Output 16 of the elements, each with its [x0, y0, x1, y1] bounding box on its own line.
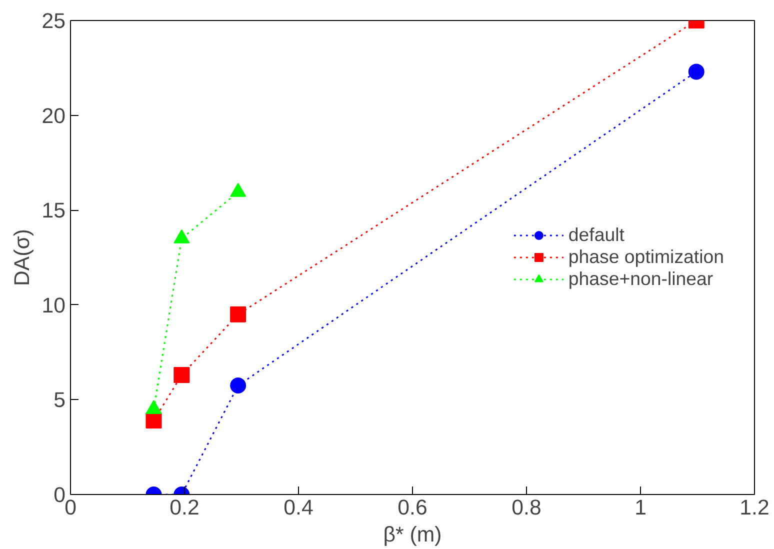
- x-tick-label: 0.6: [398, 496, 428, 520]
- x-tick-label: 1: [634, 496, 646, 520]
- legend-label: phase+non-linear: [568, 268, 714, 290]
- x-tick-label: 0.4: [284, 496, 314, 520]
- legend-label: phase optimization: [568, 246, 724, 268]
- x-axis-title: β* (m): [383, 522, 442, 546]
- y-tick-label: 25: [42, 9, 66, 33]
- y-axis-title: DA(σ): [10, 229, 34, 286]
- y-tick-label: 20: [42, 104, 66, 128]
- legend-label: default: [568, 224, 624, 246]
- y-tick-label: 15: [42, 198, 66, 223]
- x-tick-label: 0.8: [512, 496, 542, 520]
- y-tick-label: 5: [54, 388, 66, 412]
- y-tick-label: 10: [42, 293, 66, 318]
- x-tick-label: 0.2: [170, 496, 200, 520]
- x-tick-label: 1.2: [740, 496, 770, 520]
